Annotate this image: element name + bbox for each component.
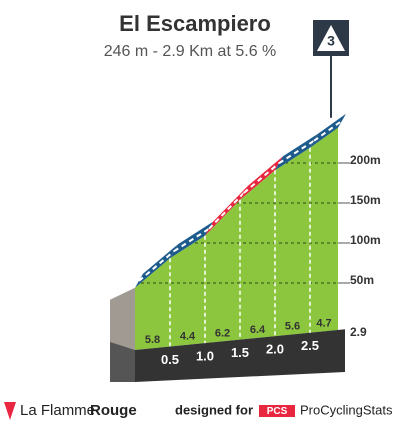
ribbon-dash — [313, 119, 343, 142]
x-tick-label: 1.0 — [196, 349, 214, 364]
logo-flag — [4, 402, 16, 420]
x-tick-label: 0.5 — [161, 352, 179, 367]
brand-a: La Flamme — [20, 402, 95, 419]
brand-b: Rouge — [90, 402, 137, 419]
gradient-label: 5.6 — [285, 320, 300, 332]
plot: 50m 100m 150m 200m 5.8 4.4 6.2 6.4 5.6 4.7 0.5 1.0 1… — [110, 56, 381, 382]
footer: La Flamme Rouge designed for PCS ProCycl… — [4, 402, 393, 420]
profile-area — [135, 127, 338, 350]
gradient-label: 4.4 — [180, 331, 196, 343]
y-tick-label: 200m — [350, 153, 381, 167]
x-tick-label: 2.5 — [301, 338, 319, 353]
badge-triangle — [317, 25, 345, 51]
site: ProCyclingStats — [300, 402, 393, 417]
pcs-logo — [259, 405, 295, 417]
ribbon-dash — [243, 162, 280, 194]
ribbon-dash — [138, 250, 175, 282]
pcs: PCS — [267, 406, 288, 417]
distance-band — [135, 329, 345, 382]
title: El Escampiero — [119, 11, 271, 36]
gradient-label: 4.7 — [316, 317, 331, 329]
gradient-label: 6.4 — [250, 324, 266, 336]
ribbon-segment — [310, 113, 346, 148]
gradient-label: 6.2 — [215, 327, 230, 339]
y-tick-label: 50m — [350, 273, 374, 287]
gradient-label: 5.8 — [145, 334, 160, 346]
ribbon-dash — [173, 227, 210, 253]
ribbon-dash — [278, 139, 315, 165]
subtitle: 246 m - 2.9 Km at 5.6 % — [104, 43, 277, 60]
distance-band-side — [110, 342, 135, 382]
x-tick-label: 1.5 — [231, 345, 249, 360]
ribbon-segment — [205, 185, 248, 236]
x-tick-label: 2.0 — [266, 342, 284, 357]
y-tick-label: 150m — [350, 193, 381, 207]
y-tick-label: 100m — [350, 233, 381, 247]
end-label: 2.9 — [350, 325, 367, 339]
category: 3 — [327, 33, 335, 49]
designed-for: designed for — [175, 402, 253, 417]
